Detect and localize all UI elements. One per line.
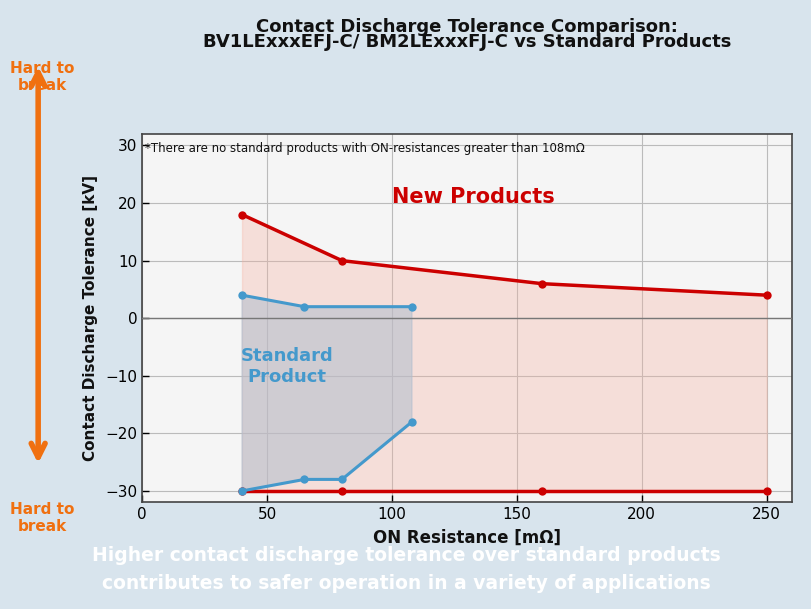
- Text: BV1LExxxEFJ-C/ BM2LExxxFJ-C vs Standard Products: BV1LExxxEFJ-C/ BM2LExxxFJ-C vs Standard …: [203, 33, 730, 52]
- Text: New Products: New Products: [392, 187, 554, 207]
- Polygon shape: [242, 295, 411, 491]
- Text: Contact Discharge Tolerance Comparison:: Contact Discharge Tolerance Comparison:: [255, 18, 677, 37]
- X-axis label: ON Resistance [mΩ]: ON Resistance [mΩ]: [372, 529, 560, 547]
- Text: Hard to
break: Hard to break: [10, 61, 75, 93]
- Text: Hard to
break: Hard to break: [10, 502, 75, 534]
- Y-axis label: Contact Discharge Tolerance [kV]: Contact Discharge Tolerance [kV]: [83, 175, 98, 461]
- Text: *There are no standard products with ON-resistances greater than 108mΩ: *There are no standard products with ON-…: [145, 142, 585, 155]
- Text: Higher contact discharge tolerance over standard products
contributes to safer o: Higher contact discharge tolerance over …: [92, 546, 719, 593]
- Text: Standard
Product: Standard Product: [240, 347, 333, 385]
